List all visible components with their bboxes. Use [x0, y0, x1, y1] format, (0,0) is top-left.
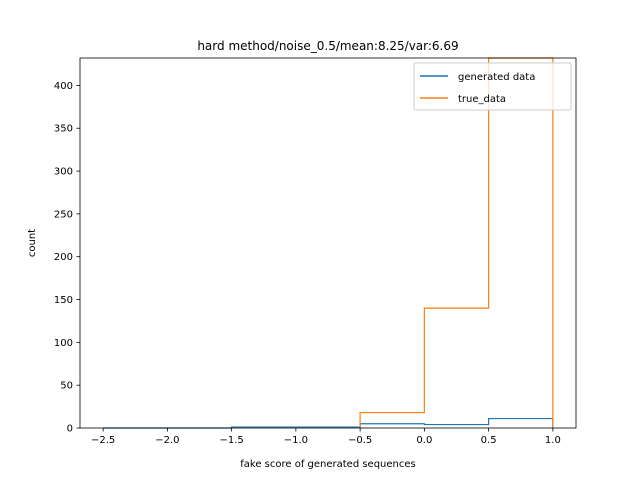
x-tick-label: −1.0: [284, 435, 308, 446]
y-tick-label: 150: [54, 295, 73, 306]
legend: generated data true_data: [413, 62, 572, 111]
y-tick-label: 300: [54, 167, 73, 178]
y-tick-label: 200: [54, 252, 73, 263]
x-axis-label: fake score of generated sequences: [240, 459, 416, 470]
y-tick-label: 100: [54, 338, 73, 349]
x-tick-label: −1.5: [219, 435, 243, 446]
legend-label-true-data: true_data: [458, 94, 506, 105]
y-tick-label: 350: [54, 124, 73, 135]
x-axis-ticks: −2.5 −2.0 −1.5 −1.0 −0.5 0.0 0.5 1.0: [91, 428, 561, 446]
y-tick-label: 50: [60, 381, 73, 392]
x-tick-label: −2.0: [155, 435, 179, 446]
y-tick-label: 0: [67, 424, 73, 435]
legend-label-generated-data: generated data: [458, 72, 535, 83]
y-axis-ticks: 0 50 100 150 200 250 300 350 400: [54, 81, 80, 435]
y-tick-label: 250: [54, 209, 73, 220]
x-tick-label: −2.5: [91, 435, 115, 446]
y-tick-label: 400: [54, 81, 73, 92]
x-tick-label: 0.5: [481, 435, 497, 446]
axes-frame: [79, 57, 577, 429]
x-tick-label: −0.5: [348, 435, 372, 446]
x-tick-label: 1.0: [545, 435, 561, 446]
x-tick-label: 0.0: [416, 435, 432, 446]
y-axis-label: count: [27, 229, 38, 257]
chart-title: hard method/noise_0.5/mean:8.25/var:6.69: [197, 39, 458, 53]
legend-box: [413, 62, 572, 111]
